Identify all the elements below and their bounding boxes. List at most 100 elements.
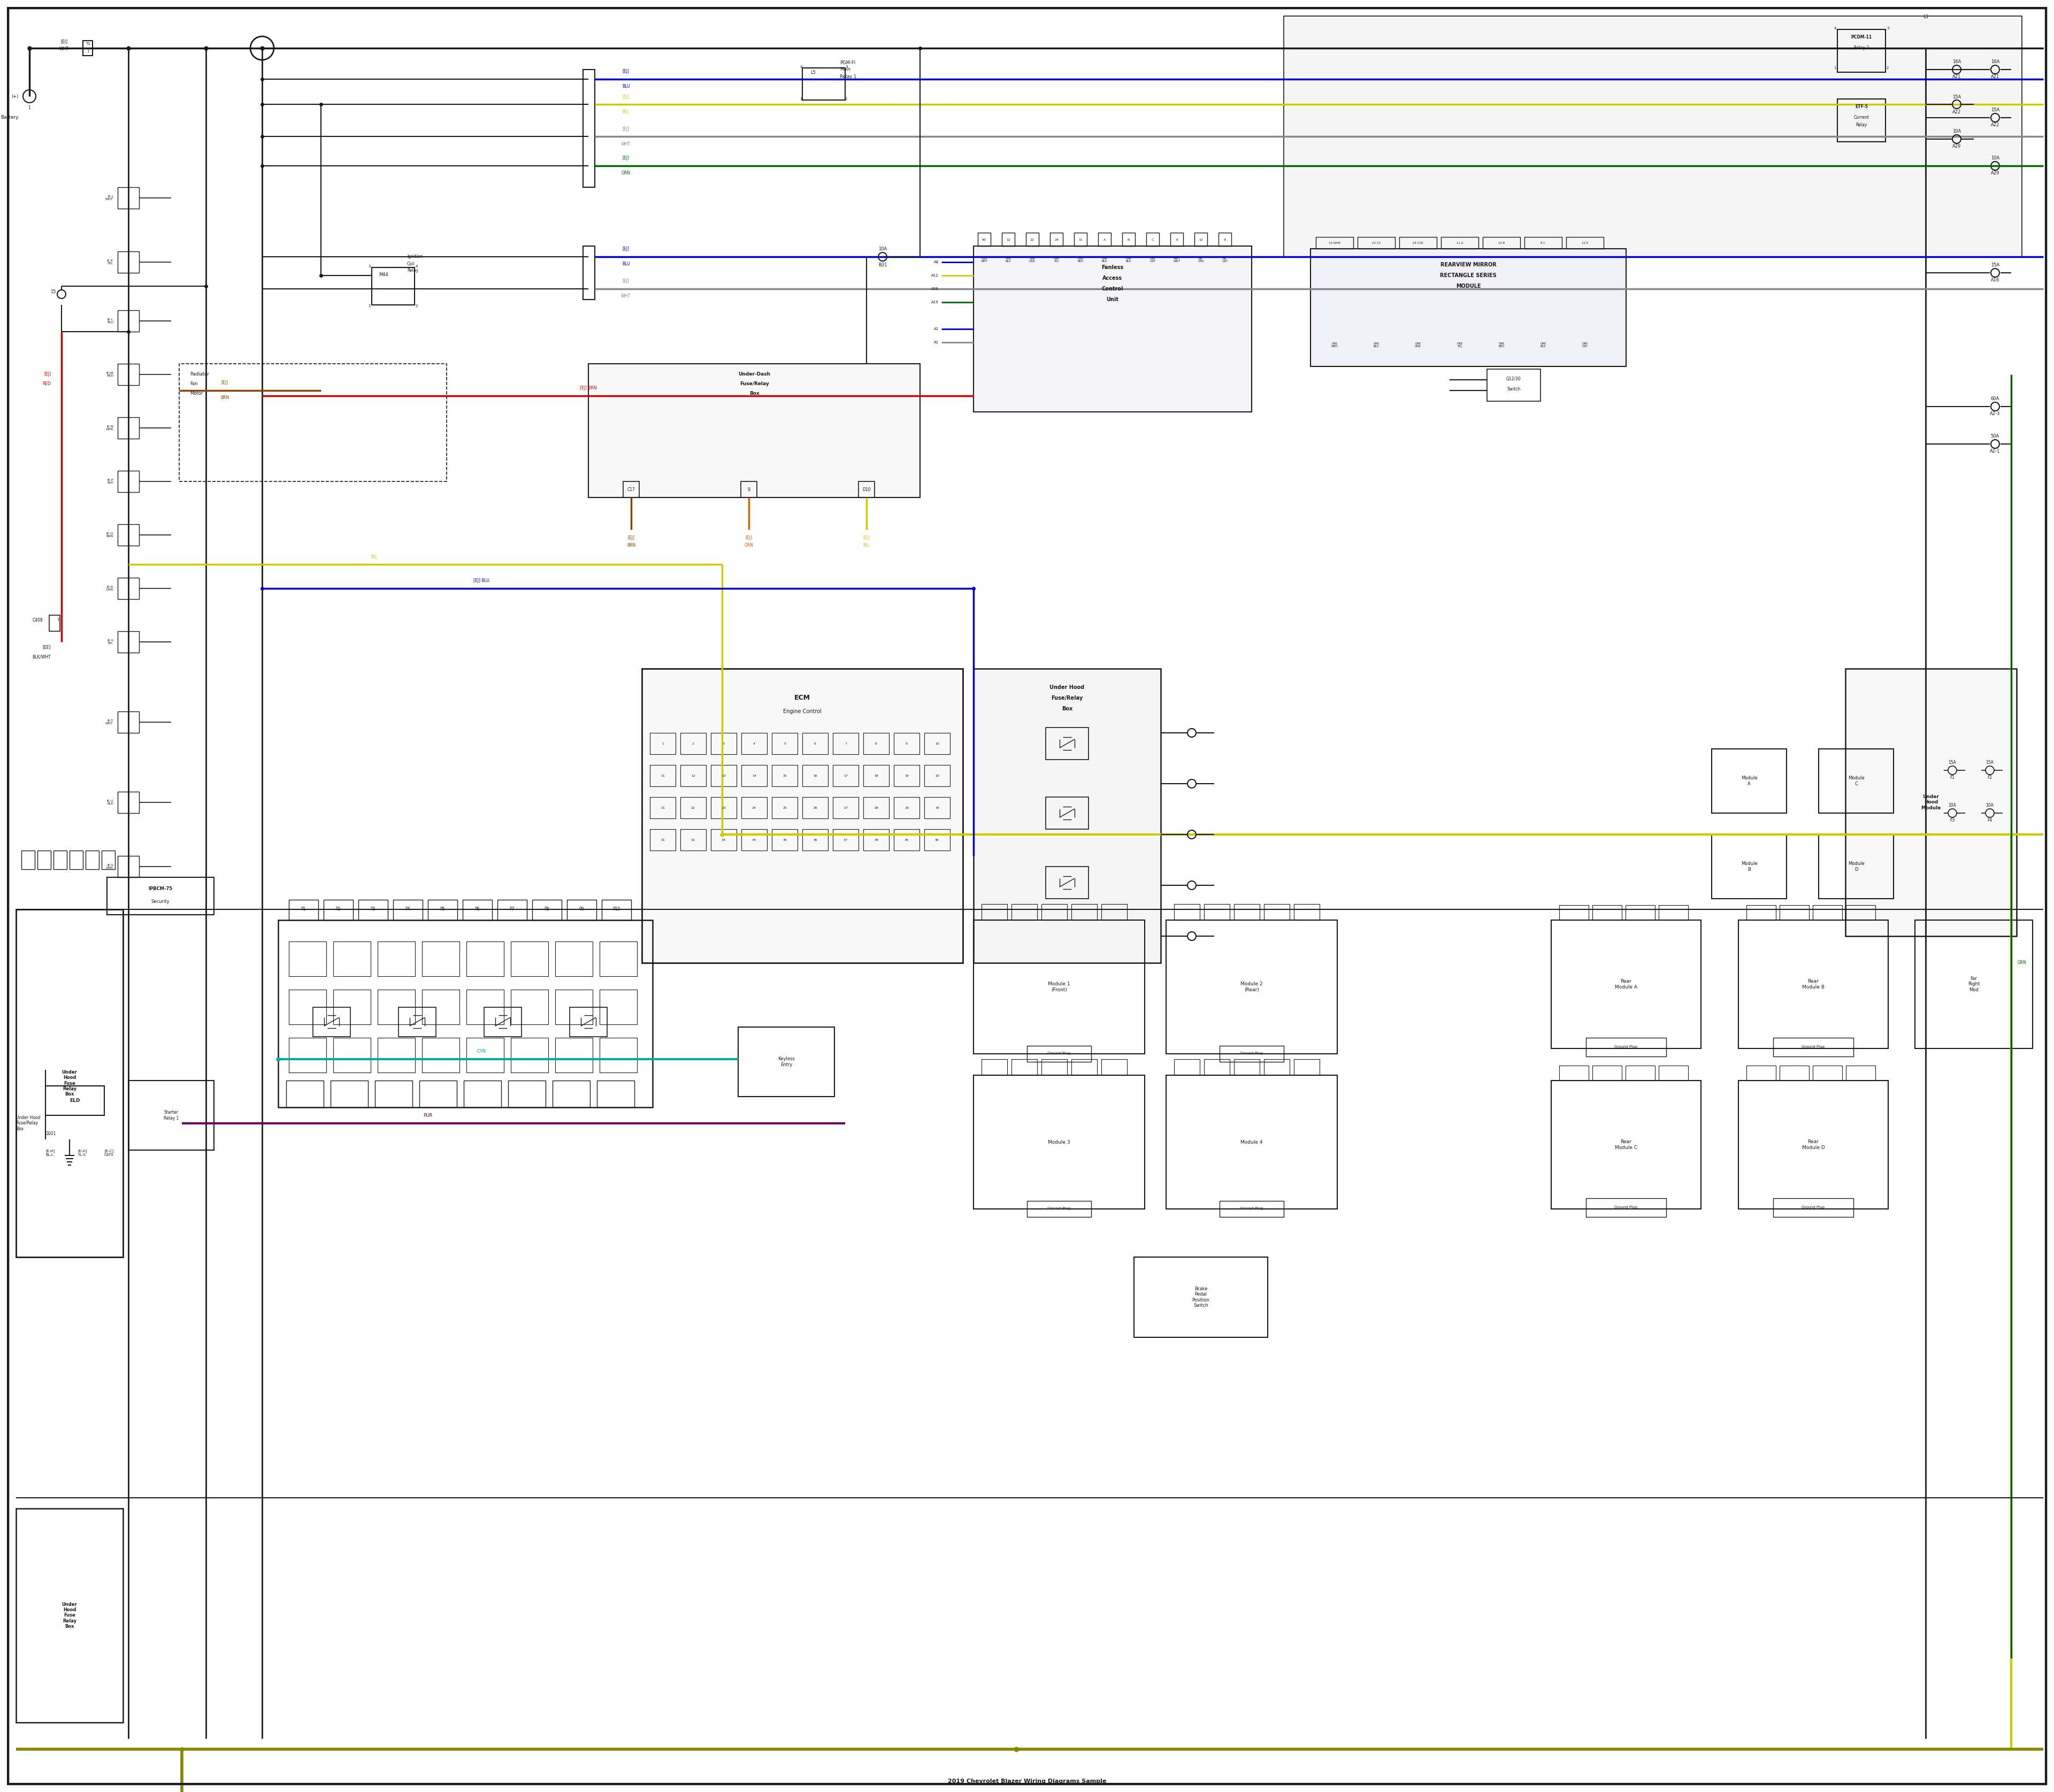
Text: WHT: WHT <box>620 294 631 299</box>
Text: GRN: GRN <box>620 170 631 176</box>
Bar <box>1218 233 1230 246</box>
Text: 12: 12 <box>690 774 696 778</box>
Bar <box>893 733 920 754</box>
Text: Under-Dash: Under-Dash <box>737 373 770 376</box>
Text: P4: P4 <box>405 907 411 912</box>
Text: 15: 15 <box>51 289 55 294</box>
Text: Box: Box <box>1062 706 1072 711</box>
Bar <box>1011 1059 1037 1075</box>
Bar <box>45 1086 105 1115</box>
Bar <box>583 70 596 186</box>
Bar <box>1263 1059 1290 1075</box>
Text: [EJ]: [EJ] <box>622 247 629 251</box>
Bar <box>325 900 353 919</box>
Text: Relay 2: Relay 2 <box>1855 47 1869 50</box>
Text: Current: Current <box>1853 115 1869 120</box>
Text: YEL: YEL <box>372 554 378 559</box>
Text: A16: A16 <box>1990 278 1999 283</box>
Text: 34: 34 <box>752 839 756 840</box>
Text: A29: A29 <box>1990 170 1999 176</box>
Bar <box>1025 233 1039 246</box>
Text: 10 WHK: 10 WHK <box>1329 242 1341 244</box>
Bar <box>803 797 828 819</box>
Bar <box>117 631 140 652</box>
Text: Rear
Module C: Rear Module C <box>1614 1140 1637 1150</box>
Text: WHT: WHT <box>620 142 631 147</box>
Text: 26: 26 <box>813 806 817 808</box>
Bar <box>1195 233 1208 246</box>
Text: [EJ]: [EJ] <box>863 536 871 539</box>
Text: (+): (+) <box>12 93 18 99</box>
Text: Rear
Module A: Rear Module A <box>1614 978 1637 989</box>
Text: IE-U
BLK: IE-U BLK <box>107 799 113 805</box>
Text: 30: 30 <box>935 806 939 808</box>
Text: 17: 17 <box>844 774 848 778</box>
Text: A21: A21 <box>1951 75 1962 79</box>
Bar <box>803 733 828 754</box>
Text: BRN: BRN <box>626 543 635 548</box>
Text: Module
D: Module D <box>1849 862 1865 871</box>
Bar <box>741 765 766 787</box>
Text: CYN: CYN <box>477 1050 487 1054</box>
Text: Access: Access <box>1103 276 1124 281</box>
Bar <box>1167 1075 1337 1210</box>
Bar <box>1045 728 1089 760</box>
Text: 2019 Chevrolet Blazer Wiring Diagrams Sample: 2019 Chevrolet Blazer Wiring Diagrams Sa… <box>947 1779 1107 1785</box>
Text: ORE
RED: ORE RED <box>1499 342 1504 348</box>
Bar <box>598 1081 635 1107</box>
Bar <box>466 941 503 977</box>
Text: [E-C]
CATS: [E-C] CATS <box>105 1149 113 1156</box>
Text: G001: G001 <box>45 1131 55 1136</box>
Bar <box>1586 1199 1666 1217</box>
Bar <box>1294 1059 1319 1075</box>
Bar <box>649 830 676 851</box>
Text: ORN: ORN <box>744 543 754 548</box>
Bar <box>1175 903 1200 919</box>
Bar <box>101 851 115 869</box>
Bar <box>600 989 637 1025</box>
Text: P3: P3 <box>370 907 376 912</box>
Text: ETF-5: ETF-5 <box>1855 104 1867 109</box>
Bar <box>117 186 140 208</box>
Bar <box>117 525 140 545</box>
Text: Engine Control: Engine Control <box>783 710 822 715</box>
Bar <box>1524 237 1561 249</box>
Bar <box>680 733 707 754</box>
Bar <box>1660 905 1688 919</box>
Text: Fuse/Relay: Fuse/Relay <box>739 382 768 387</box>
Text: 20: 20 <box>935 774 939 778</box>
Bar <box>485 1007 522 1038</box>
Bar <box>832 797 859 819</box>
Text: BIL
CPN: BIL CPN <box>1197 256 1204 263</box>
Text: A26: A26 <box>930 287 939 290</box>
Text: [EJ]: [EJ] <box>622 70 629 73</box>
Text: 11 A: 11 A <box>1456 242 1462 244</box>
Bar <box>1234 903 1259 919</box>
Bar <box>622 482 639 498</box>
Bar <box>1121 233 1136 246</box>
Text: Switch: Switch <box>1508 387 1520 392</box>
Bar <box>1134 1256 1267 1337</box>
Text: A21: A21 <box>1990 75 1999 79</box>
Text: P7: P7 <box>509 907 514 912</box>
Text: 6: 6 <box>813 742 815 745</box>
Text: 1: 1 <box>58 618 60 622</box>
Bar <box>1838 99 1886 142</box>
Text: Rear
Module B: Rear Module B <box>1801 978 1824 989</box>
Text: Under
Hood
Module: Under Hood Module <box>1920 794 1941 810</box>
Bar <box>1779 905 1810 919</box>
Bar <box>711 797 737 819</box>
Bar <box>419 1081 456 1107</box>
Text: 11: 11 <box>1078 238 1082 240</box>
Bar <box>587 364 920 498</box>
Text: Unit: Unit <box>1107 297 1119 303</box>
Text: A8: A8 <box>935 260 939 263</box>
Text: IPBCM-75: IPBCM-75 <box>148 887 173 891</box>
Bar <box>711 733 737 754</box>
Bar <box>117 418 140 439</box>
Text: A2-1: A2-1 <box>1990 450 2001 453</box>
Text: C17: C17 <box>626 487 635 491</box>
Text: A: A <box>1103 238 1105 240</box>
Text: [EJ]: [EJ] <box>622 127 629 131</box>
Bar <box>466 989 503 1025</box>
